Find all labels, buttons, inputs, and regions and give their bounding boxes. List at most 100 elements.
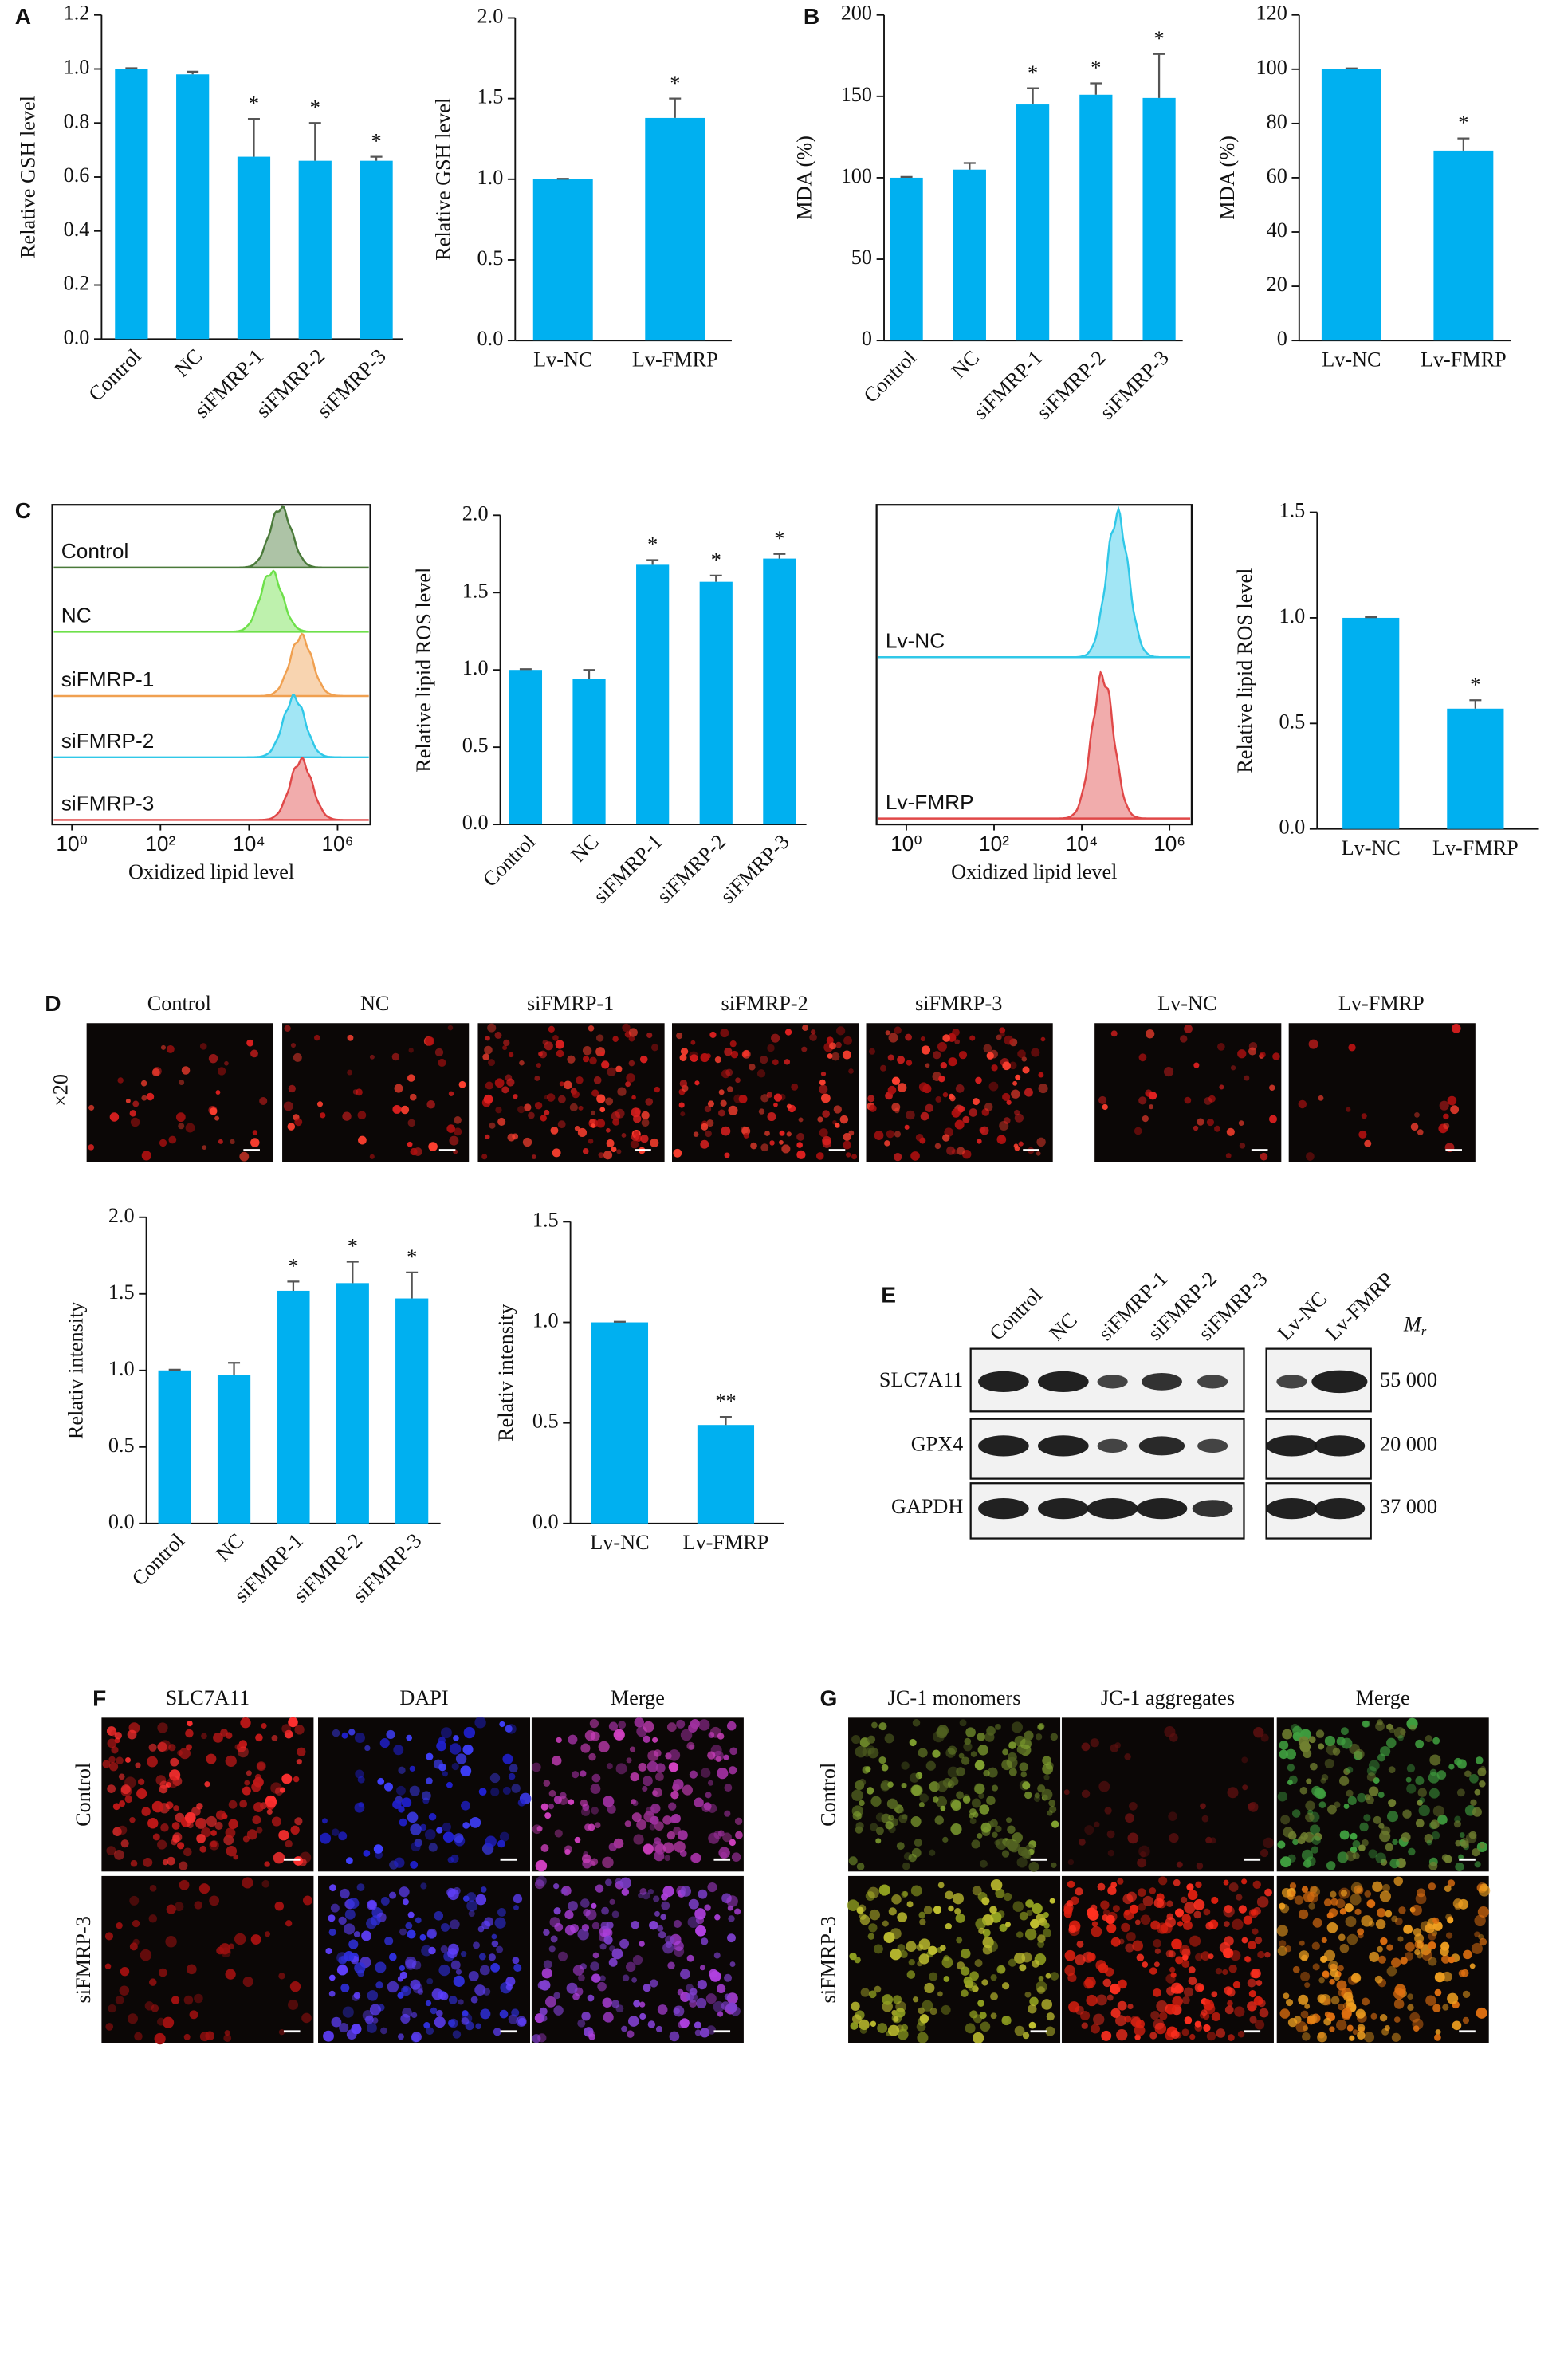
cell bbox=[1170, 1972, 1177, 1978]
cell bbox=[428, 1946, 436, 1955]
cell bbox=[384, 1936, 394, 1946]
cell bbox=[1136, 1953, 1145, 1962]
cell bbox=[885, 1821, 894, 1830]
cell bbox=[1145, 1029, 1155, 1039]
cell bbox=[951, 1149, 957, 1155]
cell bbox=[447, 2019, 456, 2027]
cell bbox=[399, 1886, 410, 1898]
cell bbox=[102, 1760, 111, 1768]
cell bbox=[1064, 1949, 1076, 1961]
cell bbox=[662, 1815, 672, 1825]
cell bbox=[621, 2025, 627, 2032]
cell bbox=[591, 1123, 596, 1128]
cell bbox=[1307, 1891, 1318, 1903]
series-label: siFMRP-3 bbox=[61, 792, 155, 816]
cell bbox=[1153, 2019, 1165, 2030]
cell bbox=[606, 1139, 615, 1147]
cell bbox=[1393, 2016, 1401, 2023]
cell bbox=[949, 1776, 959, 1786]
cell bbox=[779, 1130, 785, 1136]
histogram bbox=[53, 632, 369, 698]
cell bbox=[1041, 1999, 1053, 2010]
cell bbox=[508, 1052, 514, 1058]
cell bbox=[1291, 1723, 1299, 1732]
bar bbox=[360, 160, 393, 340]
cell bbox=[897, 2028, 909, 2040]
cell bbox=[674, 1841, 686, 1853]
significance-mark: * bbox=[1458, 112, 1468, 135]
cell bbox=[810, 1029, 816, 1035]
cell bbox=[480, 2008, 491, 2020]
cell bbox=[769, 1140, 775, 1146]
cell bbox=[1299, 1786, 1308, 1795]
cell bbox=[1043, 1922, 1050, 1929]
cell bbox=[639, 1941, 645, 1947]
cell bbox=[493, 2028, 501, 2036]
cell bbox=[1172, 1996, 1183, 2008]
column-label: siFMRP-2 bbox=[721, 992, 808, 1015]
cell bbox=[1018, 1141, 1024, 1147]
cell bbox=[1452, 1024, 1461, 1033]
cell bbox=[1448, 1764, 1455, 1770]
cell bbox=[1031, 1048, 1040, 1057]
cell bbox=[544, 1095, 549, 1100]
cell bbox=[428, 1142, 438, 1151]
cell bbox=[867, 1095, 875, 1103]
cell bbox=[974, 1784, 985, 1795]
cell bbox=[707, 1804, 717, 1813]
cell bbox=[1379, 1890, 1391, 1902]
cell bbox=[1081, 1789, 1091, 1798]
cell bbox=[392, 1800, 402, 1809]
lane-label: Lv-NC bbox=[1273, 1287, 1331, 1345]
cell bbox=[664, 1855, 670, 1862]
cell bbox=[407, 1119, 416, 1127]
cell bbox=[135, 1762, 141, 1768]
cell bbox=[741, 1049, 751, 1059]
cell bbox=[590, 1961, 599, 1972]
cell bbox=[481, 1886, 487, 1893]
cell bbox=[1363, 2032, 1375, 2043]
cell bbox=[986, 1796, 996, 1805]
cell bbox=[1127, 1832, 1139, 1844]
cell bbox=[1168, 1950, 1176, 1958]
cell bbox=[448, 1091, 454, 1096]
cell bbox=[1287, 1854, 1296, 1863]
significance-mark: * bbox=[249, 92, 259, 115]
cell bbox=[1407, 2004, 1414, 2012]
cell bbox=[909, 1772, 920, 1783]
error-bar bbox=[1027, 87, 1039, 105]
cell bbox=[661, 1901, 670, 1910]
cell bbox=[1468, 1831, 1477, 1839]
cell bbox=[917, 2032, 929, 2043]
cell bbox=[990, 1878, 1003, 1891]
cell bbox=[724, 1810, 731, 1817]
mr-subscript: r bbox=[1421, 1324, 1427, 1339]
bar bbox=[1447, 708, 1504, 829]
cell bbox=[1366, 1899, 1376, 1908]
cell bbox=[576, 1076, 584, 1084]
cell bbox=[468, 1970, 479, 1981]
cell bbox=[599, 1975, 606, 1981]
y-tick-label: 1.0 bbox=[532, 1309, 559, 1332]
error-bar bbox=[168, 1368, 181, 1371]
cell bbox=[1068, 1925, 1077, 1933]
cell bbox=[1091, 1921, 1098, 1927]
cell bbox=[568, 1901, 578, 1911]
cell bbox=[942, 1092, 949, 1098]
cell bbox=[928, 1945, 937, 1956]
cell bbox=[717, 2011, 724, 2017]
cell bbox=[1223, 1879, 1229, 1886]
error-bar bbox=[613, 1320, 626, 1323]
cell bbox=[1418, 1804, 1430, 1817]
cell bbox=[649, 1920, 658, 1930]
cell bbox=[1368, 1849, 1377, 1859]
cell bbox=[1478, 1885, 1491, 1897]
cell bbox=[428, 1843, 438, 1852]
cell bbox=[760, 1055, 768, 1064]
cell bbox=[1338, 2003, 1345, 2011]
cell bbox=[1252, 1880, 1261, 1889]
cell bbox=[621, 1132, 627, 1138]
band bbox=[1037, 1435, 1089, 1457]
cell bbox=[1048, 1800, 1056, 1807]
cell bbox=[925, 1063, 930, 1068]
